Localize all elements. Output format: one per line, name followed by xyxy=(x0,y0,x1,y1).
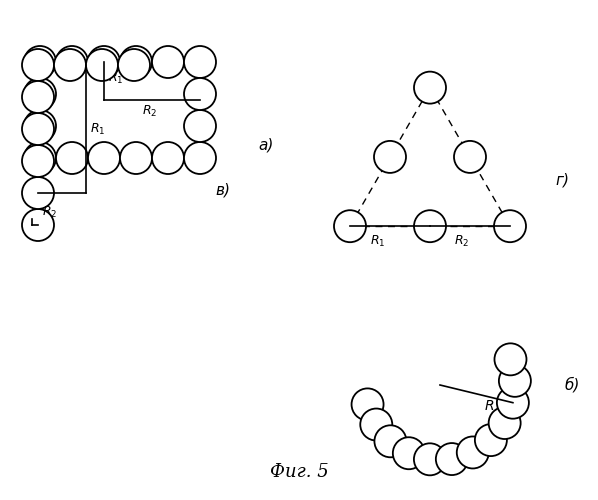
Circle shape xyxy=(56,46,88,78)
Circle shape xyxy=(24,110,56,142)
Text: $R_2$: $R_2$ xyxy=(142,104,158,120)
Circle shape xyxy=(86,49,118,81)
Text: $R_1$: $R_1$ xyxy=(90,122,105,136)
Circle shape xyxy=(475,424,507,456)
Circle shape xyxy=(495,344,526,376)
Circle shape xyxy=(22,145,54,177)
Text: а): а) xyxy=(258,138,273,152)
Circle shape xyxy=(393,437,425,469)
Circle shape xyxy=(54,49,86,81)
Circle shape xyxy=(489,407,521,439)
Circle shape xyxy=(120,46,152,78)
Circle shape xyxy=(56,142,88,174)
Circle shape xyxy=(24,142,56,174)
Text: $R_1$: $R_1$ xyxy=(108,70,123,86)
Text: г): г) xyxy=(555,172,569,188)
Circle shape xyxy=(184,78,216,110)
Circle shape xyxy=(494,210,526,242)
Circle shape xyxy=(22,209,54,241)
Text: в): в) xyxy=(215,182,230,198)
Circle shape xyxy=(360,408,392,440)
Circle shape xyxy=(88,142,120,174)
Circle shape xyxy=(499,365,531,397)
Circle shape xyxy=(24,78,56,110)
Text: б): б) xyxy=(565,377,581,393)
Circle shape xyxy=(120,142,152,174)
Circle shape xyxy=(152,46,184,78)
Circle shape xyxy=(24,46,56,78)
Text: Фиг. 5: Фиг. 5 xyxy=(270,463,328,481)
Text: $R_2$: $R_2$ xyxy=(454,234,469,250)
Circle shape xyxy=(22,113,54,145)
Text: $R_1$: $R_1$ xyxy=(370,234,386,250)
Circle shape xyxy=(88,46,120,78)
Circle shape xyxy=(184,46,216,78)
Circle shape xyxy=(184,142,216,174)
Circle shape xyxy=(457,436,489,468)
Circle shape xyxy=(118,49,150,81)
Circle shape xyxy=(352,388,383,420)
Circle shape xyxy=(184,110,216,142)
Circle shape xyxy=(374,426,407,458)
Text: $R_2$: $R_2$ xyxy=(42,204,57,220)
Circle shape xyxy=(22,81,54,113)
Circle shape xyxy=(374,141,406,173)
Circle shape xyxy=(414,444,446,476)
Circle shape xyxy=(152,142,184,174)
Circle shape xyxy=(497,386,529,418)
Circle shape xyxy=(22,49,54,81)
Circle shape xyxy=(334,210,366,242)
Circle shape xyxy=(414,72,446,104)
Circle shape xyxy=(414,210,446,242)
Text: R: R xyxy=(484,399,494,413)
Circle shape xyxy=(436,443,468,475)
Circle shape xyxy=(22,177,54,209)
Circle shape xyxy=(454,141,486,173)
